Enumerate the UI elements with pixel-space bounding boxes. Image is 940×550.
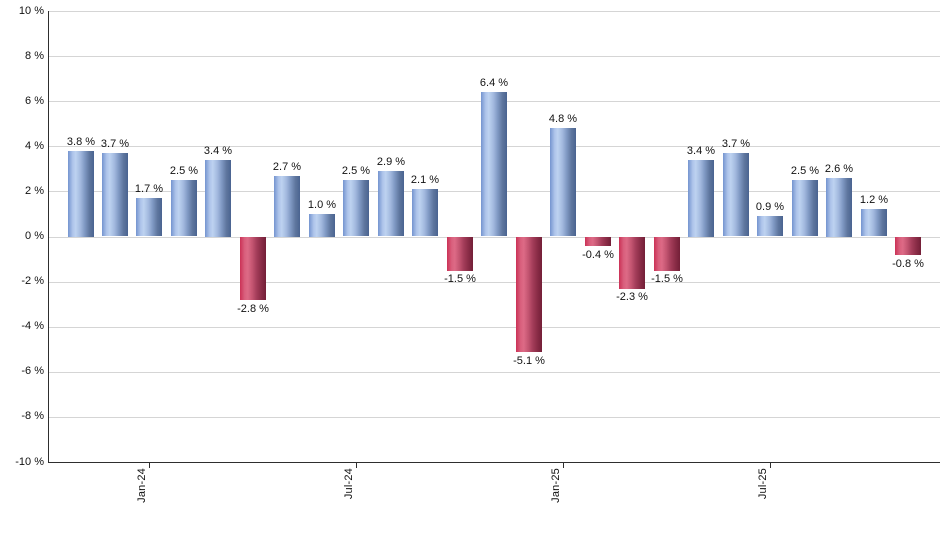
x-axis-tick: [356, 463, 357, 468]
bar-value-label: -1.5 %: [651, 273, 683, 285]
bar-value-label: 0.9 %: [755, 201, 785, 213]
bar-value-label: -2.8 %: [237, 303, 269, 315]
y-gridline: [48, 282, 940, 283]
y-axis-tick-label: 8 %: [25, 50, 44, 62]
bar-positive: [723, 153, 749, 236]
y-axis-tick-label: 4 %: [25, 140, 44, 152]
y-gridline: [48, 327, 940, 328]
bar-positive: [757, 216, 783, 236]
y-axis-tick-label: 10 %: [18, 5, 44, 17]
bar-positive: [826, 178, 852, 237]
x-axis-tick-label: Jan-25: [550, 468, 562, 503]
bar-value-label: 2.1 %: [410, 174, 440, 186]
bar-positive: [343, 180, 369, 236]
bar-positive: [171, 180, 197, 236]
bar-value-label: 4.8 %: [548, 113, 578, 125]
x-axis-tick: [563, 463, 564, 468]
bar-positive: [412, 189, 438, 236]
bar-value-label: -2.3 %: [616, 291, 648, 303]
bar-positive: [861, 209, 887, 236]
bar-value-label: 3.7 %: [100, 138, 130, 150]
bar-positive: [68, 151, 94, 237]
bar-value-label: 3.7 %: [721, 138, 751, 150]
bar-value-label: 6.4 %: [479, 77, 509, 89]
bar-value-label: 2.5 %: [341, 165, 371, 177]
bar-value-label: 2.5 %: [790, 165, 820, 177]
x-axis-tick-label: Jul-24: [343, 468, 355, 500]
bar-positive: [274, 176, 300, 237]
y-gridline: [48, 417, 940, 418]
bar-positive: [378, 171, 404, 236]
x-axis-tick: [770, 463, 771, 468]
bar-positive: [309, 214, 335, 237]
bar-value-label: 3.8 %: [66, 136, 96, 148]
bar-value-label: 2.6 %: [824, 163, 854, 175]
y-axis-tick-label: 0 %: [25, 230, 44, 242]
y-gridline: [48, 372, 940, 373]
bar-positive: [136, 198, 162, 236]
y-axis-line: [48, 11, 49, 462]
bar-negative: [895, 237, 921, 255]
bar-positive: [102, 153, 128, 236]
y-axis-tick-label: 2 %: [25, 185, 44, 197]
bar-positive: [550, 128, 576, 236]
bar-value-label: 1.2 %: [859, 194, 889, 206]
y-axis-tick-label: -2 %: [21, 275, 44, 287]
bar-negative: [240, 237, 266, 300]
bar-value-label: 2.7 %: [272, 161, 302, 173]
bar-value-label: -0.8 %: [892, 258, 924, 270]
bar-negative: [654, 237, 680, 271]
bar-negative: [447, 237, 473, 271]
bar-value-label: 3.4 %: [203, 145, 233, 157]
bar-positive: [792, 180, 818, 236]
x-axis-tick-label: Jan-24: [136, 468, 148, 503]
bar-value-label: -0.4 %: [582, 249, 614, 261]
bar-negative: [585, 237, 611, 246]
bar-negative: [516, 237, 542, 352]
y-axis-tick-label: -6 %: [21, 365, 44, 377]
y-gridline: [48, 56, 940, 57]
y-axis-tick-label: -8 %: [21, 410, 44, 422]
bar-value-label: 3.4 %: [686, 145, 716, 157]
x-axis-line: [48, 462, 940, 463]
x-axis-tick: [149, 463, 150, 468]
y-gridline: [48, 237, 940, 238]
bar-positive: [688, 160, 714, 237]
bar-value-label: 1.7 %: [134, 183, 164, 195]
bar-value-label: -1.5 %: [444, 273, 476, 285]
bar-value-label: 2.9 %: [376, 156, 406, 168]
bar-value-label: -5.1 %: [513, 355, 545, 367]
bar-negative: [619, 237, 645, 289]
x-axis-tick-label: Jul-25: [757, 468, 769, 500]
bar-positive: [205, 160, 231, 237]
bar-value-label: 2.5 %: [169, 165, 199, 177]
y-axis-tick-label: 6 %: [25, 95, 44, 107]
y-axis-tick-label: -4 %: [21, 320, 44, 332]
bar-positive: [481, 92, 507, 236]
bar-value-label: 1.0 %: [307, 199, 337, 211]
y-gridline: [48, 11, 940, 12]
y-axis-tick-label: -10 %: [15, 456, 44, 468]
